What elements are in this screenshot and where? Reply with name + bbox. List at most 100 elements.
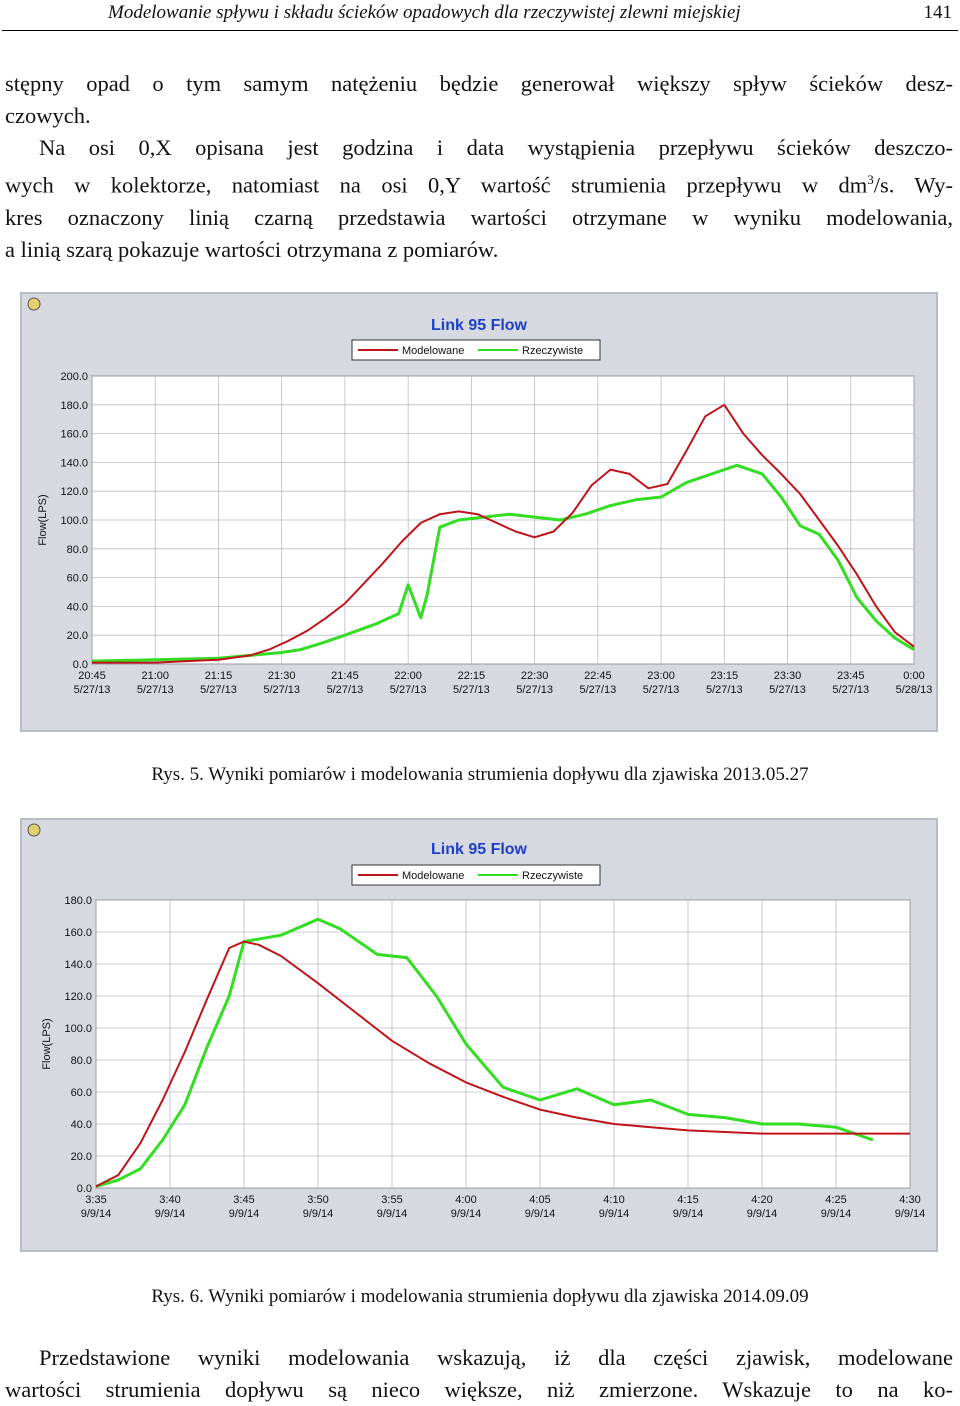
y-tick-label: 120.0: [64, 991, 92, 1003]
x-tick-time: 23:45: [837, 670, 865, 682]
y-tick-label: 60.0: [71, 1087, 92, 1099]
x-tick-date: 5/27/13: [643, 684, 680, 696]
text-fragment: wych w kolektorze, natomiast na osi 0,Y …: [5, 172, 868, 198]
x-tick-date: 9/9/14: [747, 1208, 778, 1220]
window-lock-icon: [27, 823, 41, 837]
chart-title: Link 95 Flow: [431, 841, 528, 858]
x-tick-date: 9/9/14: [303, 1208, 334, 1220]
x-tick-date: 5/27/13: [327, 684, 364, 696]
y-tick-label: 20.0: [67, 630, 88, 642]
x-tick-date: 9/9/14: [377, 1208, 408, 1220]
y-tick-label: 160.0: [60, 429, 88, 441]
y-tick-label: 100.0: [64, 1023, 92, 1035]
x-tick-date: 9/9/14: [81, 1208, 112, 1220]
x-tick-date: 9/9/14: [821, 1208, 852, 1220]
x-tick-date: 9/9/14: [229, 1208, 260, 1220]
chart-title: Link 95 Flow: [431, 317, 528, 334]
x-tick-date: 5/27/13: [390, 684, 427, 696]
x-tick-time: 4:20: [751, 1194, 772, 1206]
series-modelowane-line: [95, 940, 910, 1188]
x-tick-date: 5/27/13: [516, 684, 553, 696]
x-tick-date: 5/27/13: [137, 684, 174, 696]
y-tick-label: 180.0: [60, 400, 88, 412]
x-tick-time: 4:00: [455, 1194, 476, 1206]
x-tick-date: 5/27/13: [74, 684, 111, 696]
y-tick-label: 180.0: [64, 895, 92, 907]
chart-frame: [20, 818, 938, 1252]
figure-2-caption: Rys. 6. Wyniki pomiarów i modelowania st…: [151, 1286, 809, 1307]
x-tick-time: 4:05: [529, 1194, 550, 1206]
x-tick-time: 4:10: [603, 1194, 624, 1206]
plot-area: [95, 899, 911, 1189]
legend-box: [351, 339, 601, 361]
y-tick-label: 160.0: [64, 927, 92, 939]
x-tick-time: 21:00: [141, 670, 169, 682]
x-tick-time: 3:40: [159, 1194, 180, 1206]
y-tick-label: 20.0: [71, 1151, 92, 1163]
intro-paragraph-2: Na osi 0,X opisana jest godzina i data w…: [5, 132, 953, 266]
text-line: wartości strumienia dopływu są nieco wię…: [5, 1377, 953, 1402]
y-tick-label: 140.0: [64, 959, 92, 971]
chart-frame: [20, 292, 938, 732]
x-tick-date: 5/27/13: [263, 684, 300, 696]
legend-label-rzeczywiste: Rzeczywiste: [522, 345, 583, 357]
text-line: a linią szarą pokazuje wartości otrzyman…: [5, 236, 499, 262]
y-tick-label: 0.0: [77, 1183, 92, 1195]
x-tick-date: 9/9/14: [155, 1208, 186, 1220]
window-lock-icon: [27, 297, 41, 311]
chart-2: Link 95 Flow Modelowane Rzeczywiste 0.0 20.0…: [20, 818, 938, 1252]
running-title: Modelowanie spływu i składu ścieków opad…: [108, 2, 741, 23]
x-tick-date: 9/9/14: [599, 1208, 630, 1220]
running-header: Modelowanie spływu i składu ścieków opad…: [0, 0, 960, 31]
y-tick-label: 80.0: [71, 1055, 92, 1067]
y-tick-label: 0.0: [73, 659, 88, 671]
x-tick-time: 21:45: [331, 670, 359, 682]
text-line: wych w kolektorze, natomiast na osi 0,Y …: [5, 164, 953, 202]
x-tick-date: 5/27/13: [579, 684, 616, 696]
text-line: Przedstawione wyniki modelowania wskazuj…: [39, 1345, 953, 1370]
y-tick-label: 40.0: [67, 601, 88, 613]
chart-1: Link 95 Flow Modelowane Rzeczywiste 0.0 20.0…: [20, 292, 938, 732]
x-tick-time: 22:30: [521, 670, 549, 682]
x-tick-date: 9/9/14: [673, 1208, 704, 1220]
x-tick-time: 20:45: [78, 670, 106, 682]
y-axis-label: Flow(LPS): [41, 1018, 53, 1069]
y-axis-label: Flow(LPS): [37, 494, 49, 545]
text-line: Na osi 0,X opisana jest godzina i data w…: [39, 135, 953, 160]
x-tick-time: 22:15: [458, 670, 486, 682]
y-tick-label: 100.0: [60, 515, 88, 527]
y-tick-label: 80.0: [67, 544, 88, 556]
x-tick-time: 3:50: [307, 1194, 328, 1206]
x-tick-time: 4:30: [899, 1194, 920, 1206]
legend-label-modelowane: Modelowane: [402, 870, 464, 882]
x-tick-time: 3:45: [233, 1194, 254, 1206]
y-tick-label: 40.0: [71, 1119, 92, 1131]
x-tick-time: 23:00: [647, 670, 675, 682]
figure-1-caption: Rys. 5. Wyniki pomiarów i modelowania st…: [151, 764, 809, 785]
x-tick-time: 21:15: [205, 670, 233, 682]
x-tick-date: 5/27/13: [769, 684, 806, 696]
x-tick-time: 23:30: [774, 670, 802, 682]
x-tick-time: 21:30: [268, 670, 296, 682]
x-tick-time: 3:55: [381, 1194, 402, 1206]
y-tick-label: 120.0: [60, 486, 88, 498]
x-tick-time: 22:00: [394, 670, 422, 682]
x-tick-date: 9/9/14: [525, 1208, 556, 1220]
superscript: 3: [867, 172, 874, 187]
figure-1: Link 95 Flow Modelowane Rzeczywiste 0.0 20.0…: [20, 292, 938, 732]
y-tick-label: 140.0: [60, 457, 88, 469]
x-tick-date: 5/27/13: [706, 684, 743, 696]
y-tick-label: 200.0: [60, 371, 88, 383]
x-tick-date: 5/27/13: [200, 684, 237, 696]
text-line: czowych.: [5, 103, 91, 128]
intro-paragraph-1: stępny opad o tym samym natężeniu będzie…: [5, 68, 953, 132]
x-tick-time: 23:15: [711, 670, 739, 682]
series-rzeczywiste-line: [95, 917, 874, 1188]
legend-label-rzeczywiste: Rzeczywiste: [522, 870, 583, 882]
x-tick-time: 3:35: [85, 1194, 106, 1206]
figure-2: Link 95 Flow Modelowane Rzeczywiste 0.0 20.0…: [20, 818, 938, 1252]
x-tick-time: 4:25: [825, 1194, 846, 1206]
series-rzeczywiste-line: [91, 463, 915, 663]
x-tick-time: 4:15: [677, 1194, 698, 1206]
text-line: kres oznaczony linią czarną przedstawia …: [5, 204, 953, 230]
